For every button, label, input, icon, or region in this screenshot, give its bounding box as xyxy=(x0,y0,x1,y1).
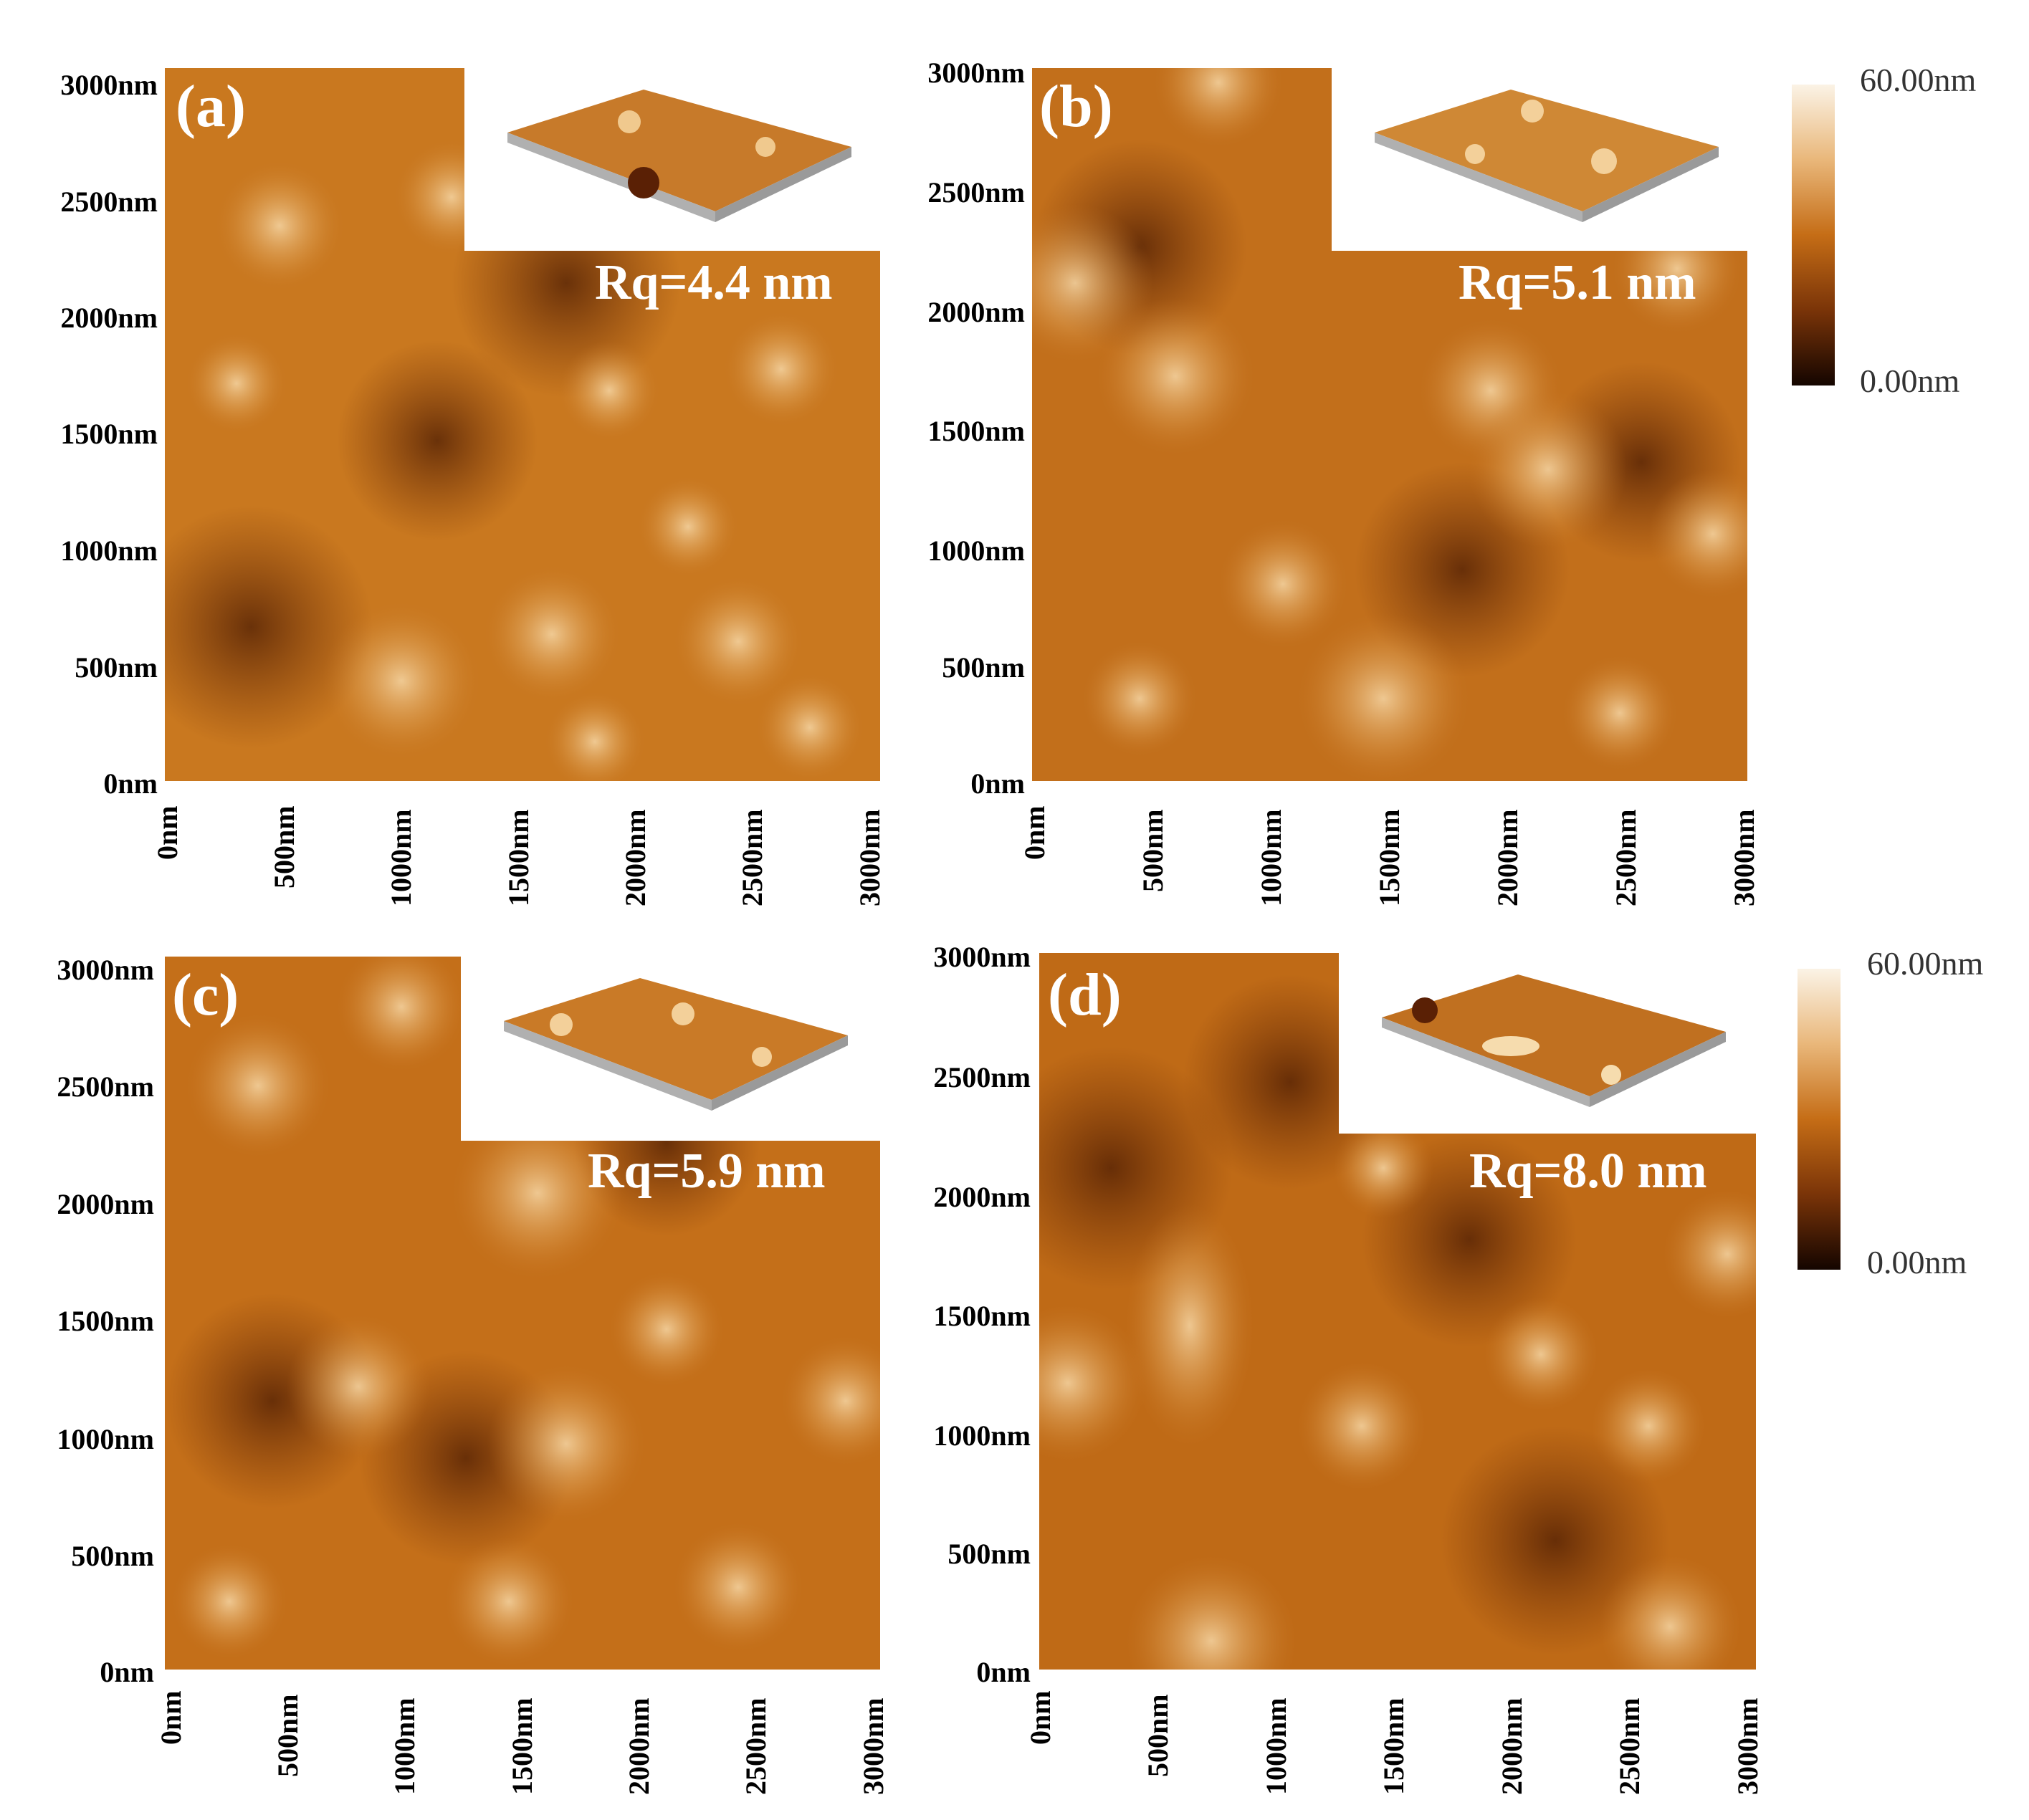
x-tick: 1500nm xyxy=(502,809,535,906)
x-tick: 500nm xyxy=(268,805,300,889)
x-tick: 0nm xyxy=(155,1690,187,1745)
x-tick: 1500nm xyxy=(1378,1697,1410,1795)
rq-value-d: Rq=8.0 nm xyxy=(1469,1144,1707,1199)
inset-3d-d xyxy=(1339,953,1756,1134)
y-tick: 2000nm xyxy=(933,1181,1031,1213)
x-tick: 500nm xyxy=(1137,809,1169,892)
x-tick: 1000nm xyxy=(388,1697,421,1795)
rq-value-b: Rq=5.1 nm xyxy=(1459,255,1696,310)
x-tick: 0nm xyxy=(1018,805,1051,860)
colorbar-gradient xyxy=(1798,969,1841,1270)
x-tick: 1500nm xyxy=(506,1697,538,1795)
x-tick: 3000nm xyxy=(1728,809,1760,906)
y-tick: 1500nm xyxy=(927,415,1025,447)
y-tick: 1000nm xyxy=(60,535,158,567)
y-tick: 1500nm xyxy=(933,1300,1031,1332)
panel-label-a: (a) xyxy=(176,73,246,140)
y-tick: 0nm xyxy=(970,767,1025,800)
y-tick: 2500nm xyxy=(57,1071,154,1103)
y-tick: 3000nm xyxy=(60,69,158,101)
y-tick: 0nm xyxy=(103,767,158,800)
panel-label-c: (c) xyxy=(172,962,239,1028)
y-tick: 1000nm xyxy=(927,535,1025,567)
x-tick: 2000nm xyxy=(619,809,651,906)
y-tick: 2000nm xyxy=(60,302,158,334)
panel-label-d: (d) xyxy=(1048,962,1122,1028)
x-tick: 0nm xyxy=(151,805,183,860)
y-tick: 500nm xyxy=(942,651,1025,684)
colorbar-max-label: 60.00nm xyxy=(1860,62,1977,98)
x-tick: 500nm xyxy=(272,1694,304,1777)
y-tick: 2500nm xyxy=(927,176,1025,209)
x-tick: 2000nm xyxy=(623,1697,655,1795)
y-tick: 1000nm xyxy=(57,1423,154,1455)
y-tick: 3000nm xyxy=(927,57,1025,89)
y-tick: 0nm xyxy=(100,1656,154,1688)
x-tick: 3000nm xyxy=(857,1697,889,1795)
y-tick: 1500nm xyxy=(57,1305,154,1337)
rq-value-a: Rq=4.4 nm xyxy=(595,255,833,310)
y-tick: 2500nm xyxy=(933,1061,1031,1093)
x-tick: 500nm xyxy=(1142,1694,1174,1777)
inset-3d-a xyxy=(464,68,880,251)
y-tick: 500nm xyxy=(71,1540,154,1572)
x-tick: 2000nm xyxy=(1496,1697,1528,1795)
colorbar-min-label: 0.00nm xyxy=(1860,363,1960,399)
colorbar-min-label: 0.00nm xyxy=(1867,1244,1967,1280)
x-tick: 1000nm xyxy=(385,809,417,906)
x-tick: 1000nm xyxy=(1255,809,1287,906)
afm-image-c xyxy=(165,957,880,1670)
y-tick: 2500nm xyxy=(60,186,158,218)
colorbar-max-label: 60.00nm xyxy=(1867,945,1984,982)
y-tick: 3000nm xyxy=(57,954,154,986)
x-tick: 3000nm xyxy=(1732,1697,1764,1795)
y-tick: 500nm xyxy=(947,1538,1031,1570)
afm-surface-c xyxy=(165,957,880,1670)
inset-3d-c xyxy=(461,957,880,1141)
y-tick: 1500nm xyxy=(60,418,158,450)
x-tick: 0nm xyxy=(1024,1690,1056,1745)
rq-value-c: Rq=5.9 nm xyxy=(588,1144,826,1199)
y-tick: 2000nm xyxy=(927,296,1025,328)
y-tick: 1000nm xyxy=(933,1419,1031,1452)
x-tick: 2500nm xyxy=(1610,809,1642,906)
x-tick: 2500nm xyxy=(1613,1697,1646,1795)
inset-3d-b xyxy=(1332,68,1747,251)
panel-label-b: (b) xyxy=(1039,73,1113,140)
x-tick: 3000nm xyxy=(854,809,886,906)
x-tick: 2000nm xyxy=(1491,809,1524,906)
x-tick: 1500nm xyxy=(1373,809,1405,906)
y-tick: 3000nm xyxy=(933,941,1031,973)
x-tick: 2500nm xyxy=(736,809,768,906)
y-tick: 500nm xyxy=(75,651,158,684)
y-tick: 0nm xyxy=(976,1656,1031,1688)
colorbar-gradient xyxy=(1792,85,1835,385)
y-tick: 2000nm xyxy=(57,1188,154,1220)
x-tick: 1000nm xyxy=(1260,1697,1292,1795)
x-tick: 2500nm xyxy=(740,1697,772,1795)
